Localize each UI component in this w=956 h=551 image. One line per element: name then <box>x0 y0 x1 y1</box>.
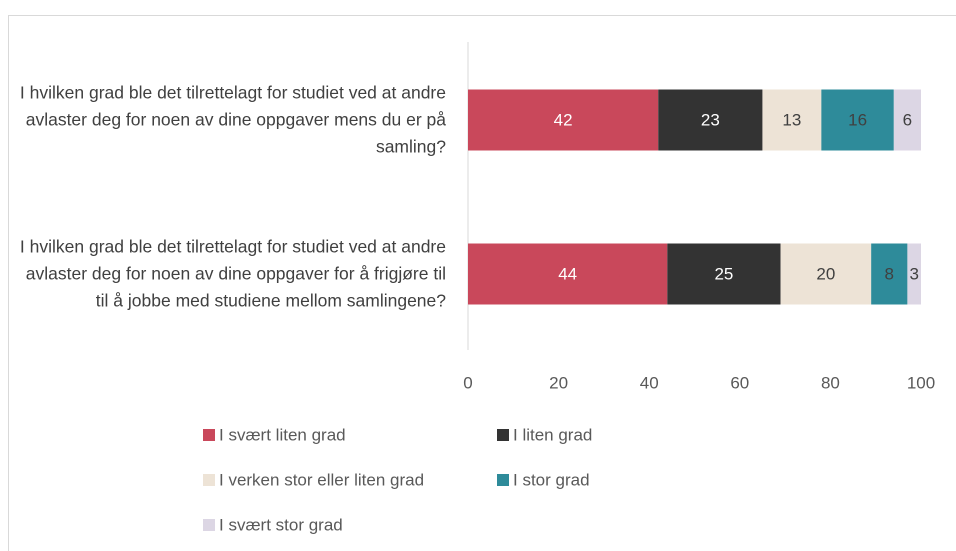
data-label: 25 <box>714 264 733 283</box>
bar-segment <box>871 243 908 305</box>
legend-swatch <box>203 429 215 441</box>
data-label: 6 <box>903 110 912 129</box>
bar-segment <box>762 89 822 151</box>
legend-swatch <box>203 519 215 531</box>
data-label: 20 <box>816 264 835 283</box>
bar-segment <box>907 243 921 305</box>
data-label: 16 <box>848 110 867 129</box>
x-tick-label: 0 <box>463 373 472 392</box>
legend-swatch <box>497 429 509 441</box>
data-label: 8 <box>885 264 894 283</box>
bar-segment <box>468 89 659 151</box>
bar-segment <box>658 89 763 151</box>
data-label: 23 <box>701 110 720 129</box>
x-tick-label: 100 <box>907 373 935 392</box>
legend-label: I verken stor eller liten grad <box>219 470 424 489</box>
chart-frame <box>8 15 956 551</box>
data-label: 42 <box>554 110 573 129</box>
category-label: I hvilken grad ble det tilrettelagt for … <box>19 236 446 311</box>
legend-swatch <box>203 474 215 486</box>
legend-label: I liten grad <box>513 425 592 444</box>
bar-segment <box>821 89 894 151</box>
data-label: 3 <box>909 264 918 283</box>
legend-label: I svært liten grad <box>219 425 346 444</box>
legend-label: I svært stor grad <box>219 515 343 534</box>
bar-segment <box>468 243 668 305</box>
bar-segment <box>667 243 781 305</box>
x-tick-label: 20 <box>549 373 568 392</box>
bar-segment <box>893 89 921 151</box>
x-tick-label: 40 <box>640 373 659 392</box>
legend-swatch <box>497 474 509 486</box>
x-tick-label: 60 <box>730 373 749 392</box>
legend-label: I stor grad <box>513 470 590 489</box>
x-tick-label: 80 <box>821 373 840 392</box>
bar-segment <box>780 243 872 305</box>
data-label: 44 <box>558 264 577 283</box>
data-label: 13 <box>782 110 801 129</box>
category-label: I hvilken grad ble det tilrettelagt for … <box>19 82 446 157</box>
